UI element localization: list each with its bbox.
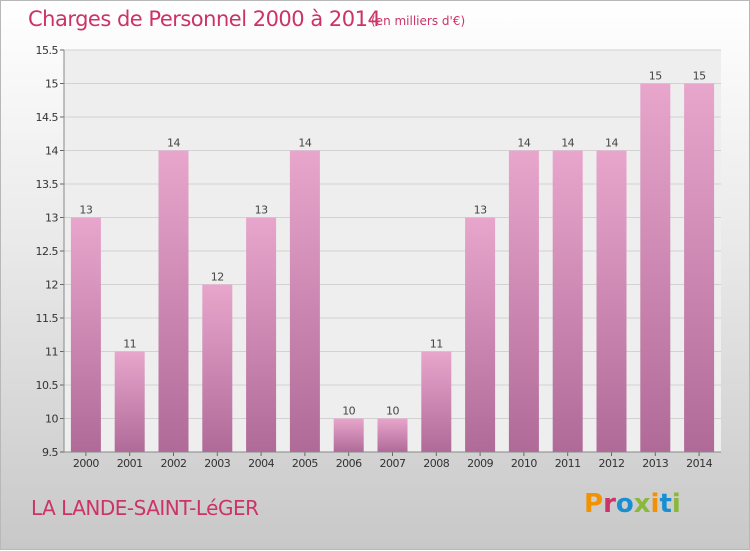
x-tick-label: 2001 (117, 457, 143, 470)
bar-value-label: 11 (430, 338, 443, 351)
x-tick-label: 2009 (467, 457, 493, 470)
bar-value-label: 14 (517, 137, 530, 150)
bar-value-label: 10 (342, 405, 355, 418)
logo-letter: i (671, 489, 681, 519)
bar-2010 (508, 150, 539, 452)
logo-letter: r (603, 489, 616, 519)
bar-value-label: 15 (649, 70, 662, 83)
place-name: LA LANDE-SAINT-LéGER (31, 496, 259, 520)
y-tick-label: 10.5 (36, 379, 59, 392)
x-tick-label: 2011 (555, 457, 581, 470)
y-tick-label: 14.5 (36, 111, 59, 124)
logo-letter: t (659, 489, 672, 519)
x-tick-label: 2006 (336, 457, 362, 470)
bar-value-label: 14 (167, 137, 180, 150)
bar-2006 (333, 418, 364, 452)
bar-value-label: 14 (298, 137, 311, 150)
chart-subtitle: (en milliers d'€) (371, 14, 466, 28)
y-tick-label: 11.5 (36, 312, 59, 325)
bar-2012 (596, 150, 627, 452)
bar-value-label: 13 (474, 204, 487, 217)
y-tick-label: 14 (45, 145, 58, 158)
bar-2002 (158, 150, 189, 452)
bar-2007 (377, 418, 408, 452)
bar-value-label: 13 (79, 204, 92, 217)
y-tick-label: 12 (45, 279, 58, 292)
logo-letter: P (584, 489, 604, 519)
chart-title: Charges de Personnel 2000 à 2014 (28, 7, 381, 31)
x-tick-label: 2010 (511, 457, 537, 470)
proxiti-logo: Proxiti (584, 489, 681, 519)
bar-2014 (684, 83, 715, 452)
y-tick-label: 13.5 (36, 178, 59, 191)
x-tick-label: 2000 (73, 457, 99, 470)
bar-value-label: 11 (123, 338, 136, 351)
x-tick-label: 2013 (642, 457, 668, 470)
x-tick-label: 2008 (423, 457, 449, 470)
bar-value-label: 12 (211, 271, 224, 284)
y-tick-label: 15.5 (36, 44, 59, 57)
bar-2009 (465, 217, 496, 452)
bar-2008 (421, 351, 452, 452)
x-tick-label: 2007 (380, 457, 406, 470)
bar-2013 (640, 83, 671, 452)
logo-letter: o (615, 489, 634, 519)
x-tick-label: 2003 (204, 457, 230, 470)
bar-2005 (289, 150, 320, 452)
bar-2011 (552, 150, 583, 452)
y-tick-label: 15 (45, 78, 58, 91)
y-tick-label: 11 (45, 346, 58, 359)
bar-value-label: 13 (255, 204, 268, 217)
y-tick-label: 9.5 (42, 446, 58, 459)
y-tick-label: 10 (45, 413, 58, 426)
bar-2001 (114, 351, 145, 452)
bar-value-label: 15 (693, 70, 706, 83)
bar-value-label: 14 (605, 137, 618, 150)
logo-letter: x (633, 489, 651, 519)
x-tick-label: 2002 (161, 457, 187, 470)
bar-2004 (246, 217, 277, 452)
x-tick-label: 2004 (248, 457, 274, 470)
bar-2003 (202, 284, 233, 452)
x-tick-label: 2005 (292, 457, 318, 470)
y-tick-label: 13 (45, 212, 58, 225)
x-tick-label: 2012 (599, 457, 625, 470)
bar-2000 (70, 217, 101, 452)
bar-value-label: 10 (386, 405, 399, 418)
y-tick-label: 12.5 (36, 245, 59, 258)
logo-letter: i (650, 489, 660, 519)
x-tick-label: 2014 (686, 457, 712, 470)
bar-value-label: 14 (561, 137, 574, 150)
